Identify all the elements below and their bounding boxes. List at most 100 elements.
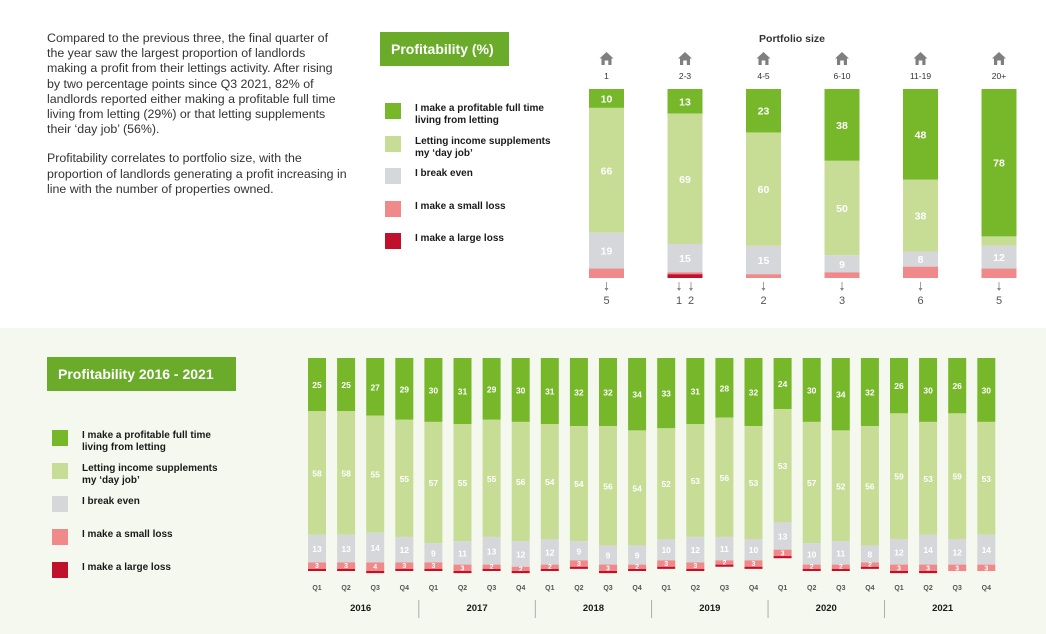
bar-segment [715, 358, 734, 418]
house-icon [835, 52, 849, 65]
bar-segment [890, 358, 908, 414]
bar-segment [977, 421, 996, 535]
bar-segment [831, 568, 850, 571]
data-label: 53 [982, 474, 992, 484]
bar-segment [948, 413, 967, 540]
quarter-label: Q1 [545, 585, 554, 592]
below-label: 2 [760, 295, 766, 307]
data-label: 53 [691, 476, 701, 486]
bar-segment [395, 358, 414, 420]
bar-segment [366, 415, 385, 533]
category-label: 11-19 [910, 71, 931, 81]
data-label: 30 [807, 385, 817, 395]
data-label: 34 [836, 390, 846, 400]
bar-segment [773, 358, 792, 410]
bar-segment [948, 539, 967, 565]
year-label: 2017 [466, 603, 487, 614]
quarter-label: Q1 [312, 585, 321, 592]
quarter-label: Q4 [865, 585, 874, 592]
timeline-section: Profitability 2016 - 2021 I make a profi… [0, 328, 1046, 634]
bar-segment [919, 358, 938, 422]
legend-swatch [385, 233, 401, 249]
data-label: 48 [915, 129, 927, 141]
data-label: 38 [836, 120, 848, 132]
quarter-label: Q2 [691, 585, 700, 592]
bar-segment [802, 564, 821, 569]
bar-segment [657, 539, 676, 561]
data-label: 60 [758, 184, 770, 196]
bar-segment [308, 562, 326, 569]
data-label: 28 [720, 383, 730, 393]
data-label: 13 [341, 544, 351, 554]
data-label: 14 [370, 543, 380, 553]
quarter-label: Q1 [429, 585, 438, 592]
bar-segment [589, 89, 624, 108]
data-label: 69 [679, 174, 691, 186]
bar-segment [395, 536, 414, 563]
quarter-label: Q4 [982, 585, 991, 592]
bar-segment [628, 358, 647, 431]
data-label: 13 [679, 96, 691, 108]
quarter-label: Q3 [603, 585, 612, 592]
below-label: 3 [839, 295, 845, 307]
bar-segment [715, 564, 734, 567]
quarter-label: Q1 [778, 585, 787, 592]
bar-segment [482, 536, 501, 565]
pointer-arrow [689, 288, 693, 291]
bar-segment [919, 571, 938, 574]
below-label: 2 [688, 295, 694, 307]
bar-segment [366, 532, 385, 563]
below-label: 6 [917, 295, 923, 307]
data-label: 3 [984, 565, 988, 572]
data-label: 3 [402, 563, 406, 570]
bar-segment [667, 89, 703, 114]
data-label: 54 [545, 477, 555, 487]
bar-segment [831, 541, 850, 565]
data-label: 10 [661, 545, 671, 555]
data-label: 26 [894, 381, 904, 391]
quarter-label: Q1 [662, 585, 671, 592]
year-label: 2019 [699, 603, 720, 614]
quarter-label: Q4 [400, 585, 409, 592]
chart-subtitle: Portfolio size [759, 33, 825, 45]
year-label: 2016 [350, 603, 371, 614]
data-label: 9 [606, 551, 611, 561]
house-icon [756, 52, 771, 65]
quarter-label: Q2 [923, 585, 932, 592]
bar-segment [802, 568, 821, 571]
data-label: 53 [749, 478, 759, 488]
bar-segment [308, 411, 326, 535]
bar-segment [589, 268, 624, 278]
category-label: 20+ [992, 71, 1006, 81]
bar-segment [424, 568, 443, 571]
data-label: 55 [487, 474, 497, 484]
data-label: 19 [601, 246, 613, 258]
bar-segment [744, 426, 763, 540]
data-label: 3 [664, 561, 668, 568]
bar-segment [337, 358, 356, 412]
data-label: 2 [868, 562, 872, 569]
data-label: 29 [400, 384, 410, 394]
bar-segment [903, 251, 938, 267]
data-label: 25 [341, 380, 351, 390]
bar-segment [802, 421, 821, 544]
bar-segment [453, 564, 472, 571]
bar-segment [511, 566, 530, 571]
pointer-arrow [840, 288, 844, 291]
bar-segment [667, 272, 703, 275]
quarter-label: Q4 [632, 585, 641, 592]
bar-segment [667, 243, 703, 273]
data-label: 3 [431, 563, 435, 570]
data-label: 31 [545, 387, 555, 397]
data-label: 3 [693, 563, 697, 570]
bar-segment [569, 426, 588, 542]
data-label: 23 [758, 106, 770, 118]
portfolio-section: Compared to the previous three, the fina… [47, 31, 1017, 307]
bar-segment [981, 245, 1017, 269]
bar-segment [482, 564, 501, 569]
bar-segment [981, 268, 1017, 278]
timeline-chart: 2558133Q12558133Q22755144Q32955123Q43057… [308, 358, 996, 618]
data-label: 9 [635, 551, 640, 561]
data-label: 13 [312, 544, 322, 554]
bar-segment [981, 236, 1017, 246]
